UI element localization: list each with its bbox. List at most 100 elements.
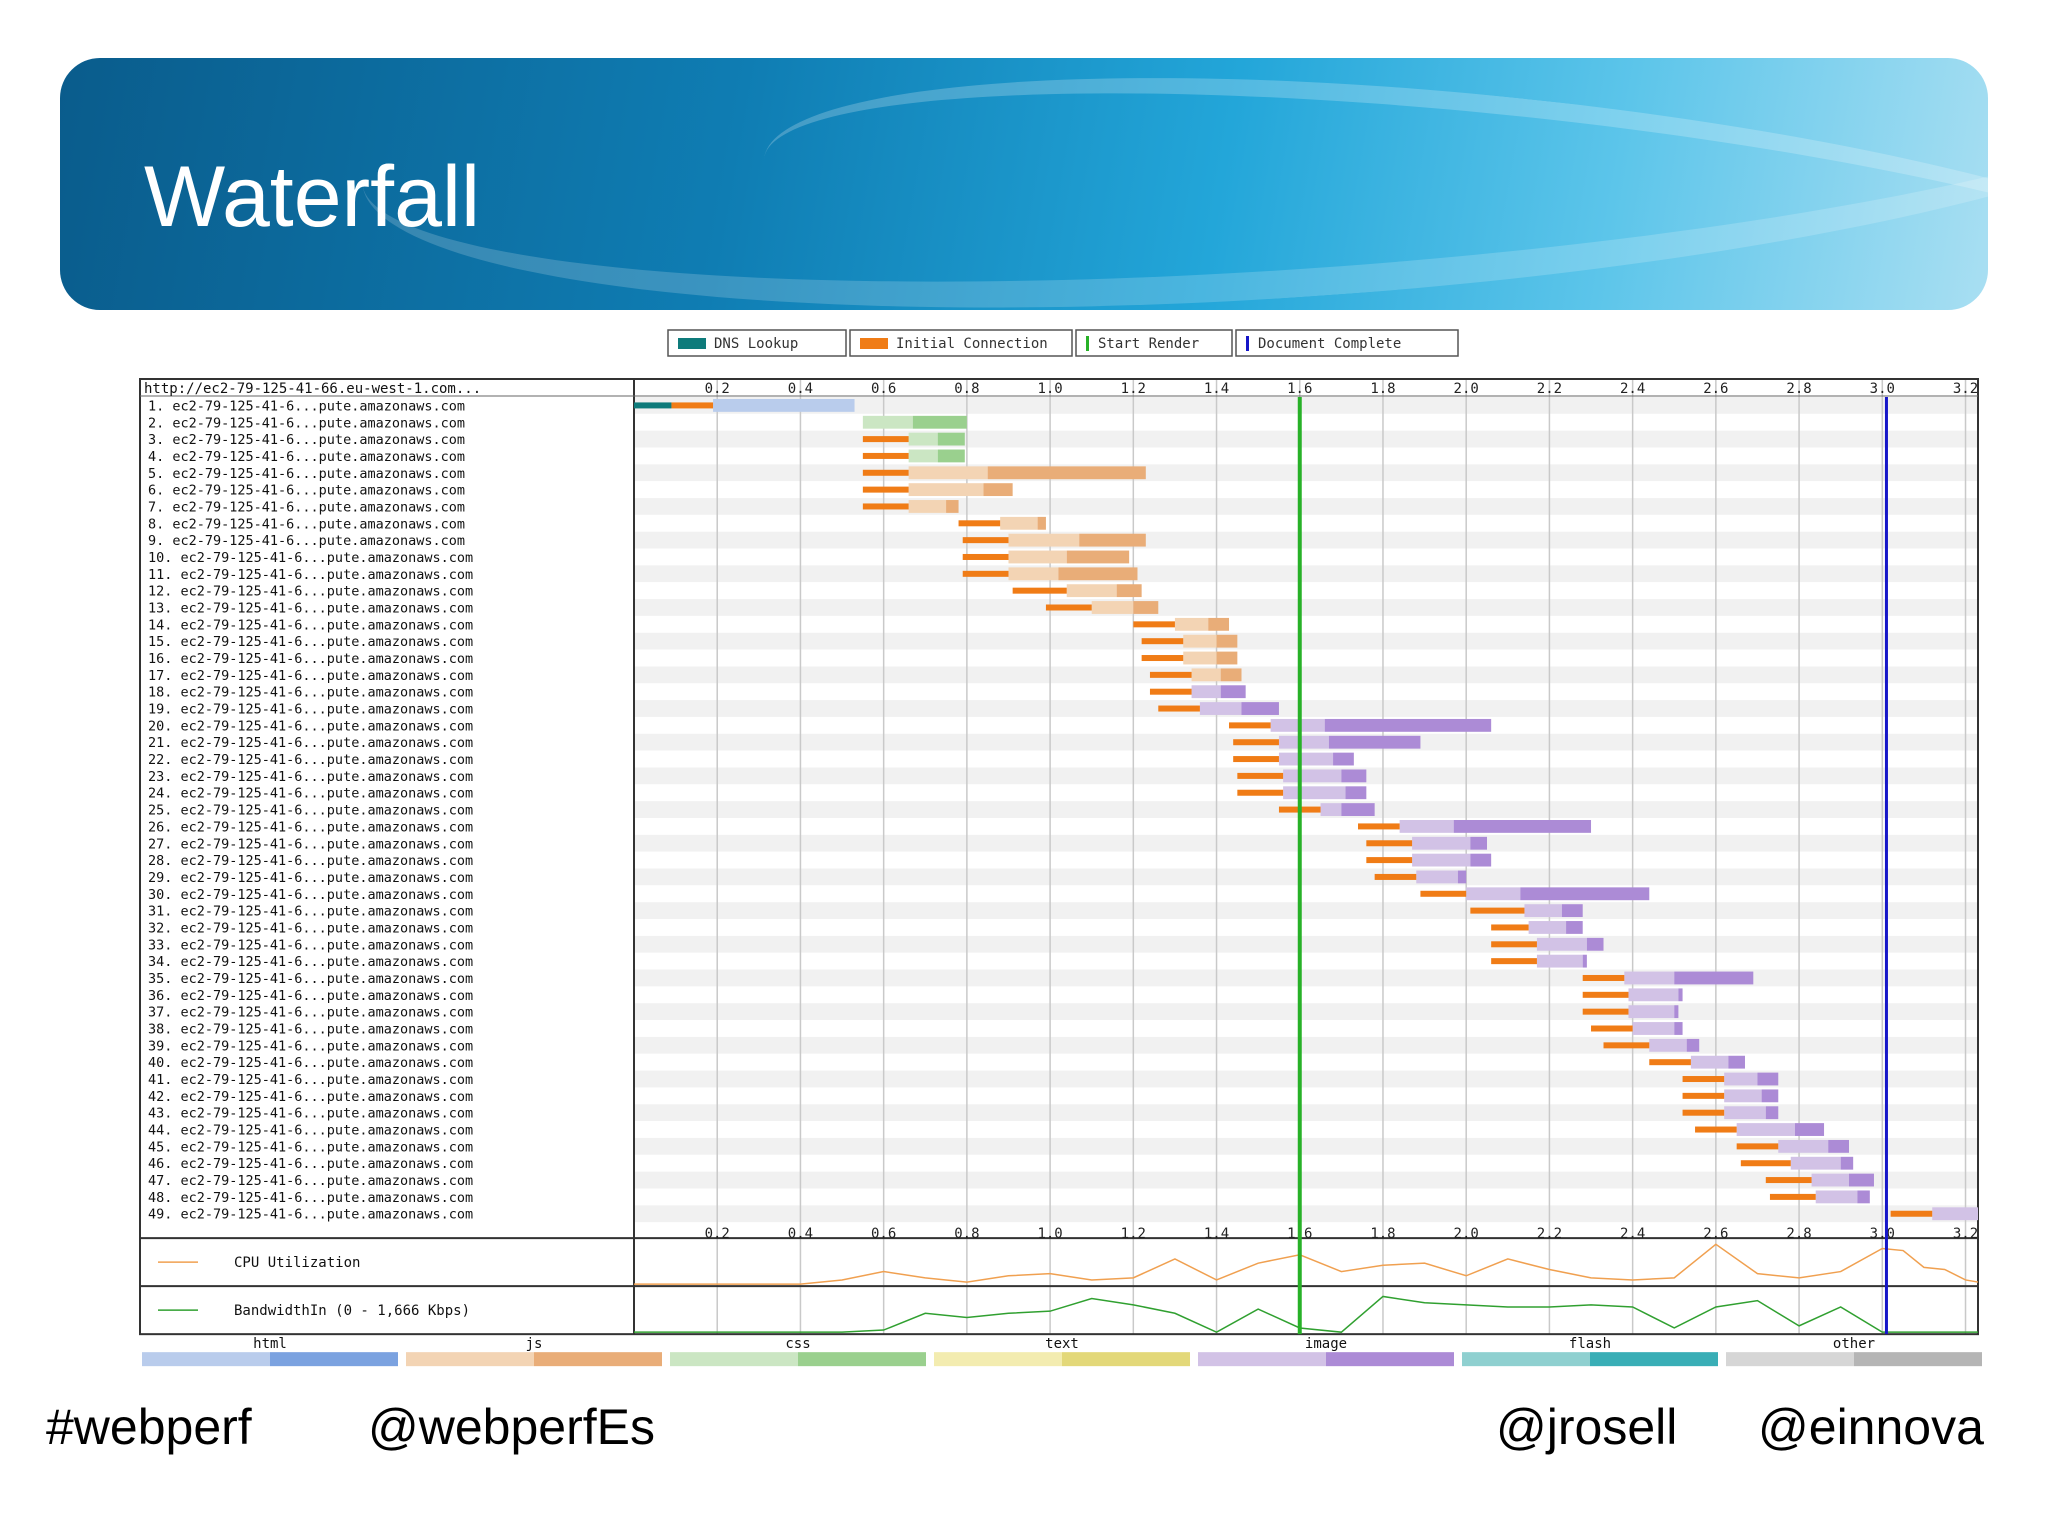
download-bar [1037,516,1046,530]
download-bar [1341,769,1367,783]
request-label: 10. ec2-79-125-41-6...pute.amazonaws.com [148,550,473,566]
footer-handle-einnova: @einnova [1758,1399,1984,1455]
download-bar [1757,1072,1779,1086]
request-label: 42. ec2-79-125-41-6...pute.amazonaws.com [148,1089,473,1105]
x-tick-label-top: 1.6 [1287,381,1312,397]
connect-bar [962,553,1009,560]
download-bar [912,415,967,429]
request-label: 41. ec2-79-125-41-6...pute.amazonaws.com [148,1072,473,1088]
x-tick-label-top: 3.2 [1953,381,1978,397]
download-bar [1453,820,1592,833]
row-background [634,548,1978,566]
request-label: 6. ec2-79-125-41-6...pute.amazonaws.com [148,483,465,499]
connect-bar [862,469,909,476]
ttfb-bar [1632,1022,1675,1035]
content-type-swatch-light [1198,1352,1326,1367]
content-type-swatch-dark [1854,1352,1982,1367]
ttfb-bar [1811,1173,1850,1187]
row-background [634,615,1978,633]
connect-bar [1366,840,1413,847]
x-tick-label-top: 0.4 [788,381,813,397]
ttfb-bar [908,483,984,497]
ttfb-bar [1466,887,1521,901]
download-bar [1216,651,1238,665]
legend-swatch [1086,336,1089,351]
page-url-header: http://ec2-79-125-41-66.eu-west-1.com... [144,381,481,397]
ttfb-bar [1199,702,1242,715]
row-background [634,464,1978,482]
ttfb-bar [1091,601,1134,614]
x-tick-label-top: 0.2 [705,381,730,397]
request-label: 11. ec2-79-125-41-6...pute.amazonaws.com [148,567,473,583]
download-bar [1828,1139,1850,1153]
connect-bar [1740,1160,1791,1167]
ttfb-bar [1815,1190,1858,1204]
legend-label: DNS Lookup [714,336,798,352]
ttfb-bar [908,449,938,463]
request-label: 37. ec2-79-125-41-6...pute.amazonaws.com [148,1005,473,1021]
download-bar [1133,601,1159,614]
request-label: 33. ec2-79-125-41-6...pute.amazonaws.com [148,937,473,953]
connect-bar [1141,655,1184,662]
download-bar [1216,634,1238,648]
legend-item-box [1235,329,1459,357]
bandwidth-line [634,1295,1978,1333]
connect-bar [1682,1076,1725,1083]
content-type-swatch-light [1462,1352,1590,1367]
download-bar [937,432,965,446]
connect-bar [1582,991,1629,998]
download-bar [1566,921,1583,934]
download-bar [987,466,1146,480]
connect-bar [671,402,714,409]
x-tick-label-top: 0.6 [871,381,896,397]
download-bar [1333,752,1354,766]
ttfb-bar [1270,718,1325,732]
x-tick-label-top: 3.0 [1870,381,1895,397]
x-tick-label-bottom: 2.0 [1454,1226,1479,1242]
content-type-label: flash [1569,1336,1611,1352]
row-background [634,413,1978,431]
connect-bar [1149,688,1192,695]
connect-bar [1765,1177,1812,1184]
download-bar [1840,1156,1854,1170]
connect-bar [1695,1126,1737,1133]
connect-bar [1233,756,1279,763]
connect-bar [1682,1109,1725,1116]
x-tick-label-top: 2.0 [1454,381,1479,397]
ttfb-bar [1778,1139,1829,1153]
connect-bar [1358,823,1400,830]
cpu-line [634,1243,1979,1285]
row-background [634,1104,1978,1122]
content-type-label: css [785,1336,810,1352]
row-background [634,565,1978,583]
request-label: 4. ec2-79-125-41-6...pute.amazonaws.com [148,449,465,465]
download-bar [1208,617,1230,631]
ttfb-bar [908,432,938,446]
x-tick-label-bottom: 2.8 [1786,1226,1811,1242]
connect-bar [962,537,1009,544]
request-label: 43. ec2-79-125-41-6...pute.amazonaws.com [148,1106,473,1122]
connect-bar [1012,587,1067,594]
request-label: 13. ec2-79-125-41-6...pute.amazonaws.com [148,601,473,617]
request-label: 30. ec2-79-125-41-6...pute.amazonaws.com [148,887,473,903]
download-bar [1241,702,1279,715]
row-background [634,969,1978,987]
title-banner: Waterfall [60,58,1988,310]
content-type-swatch-light [934,1352,1062,1367]
x-tick-label-top: 2.8 [1786,381,1811,397]
content-type-label: text [1045,1336,1079,1352]
download-bar [937,449,965,463]
row-background [634,986,1978,1004]
connect-bar [1158,705,1200,712]
download-bar [1849,1173,1874,1187]
request-label: 46. ec2-79-125-41-6...pute.amazonaws.com [148,1156,473,1172]
ttfb-bar [1191,668,1221,682]
request-label: 28. ec2-79-125-41-6...pute.amazonaws.com [148,853,473,869]
connect-bar [1491,924,1529,931]
request-label: 44. ec2-79-125-41-6...pute.amazonaws.com [148,1123,473,1139]
ttfb-bar [1066,584,1117,598]
ttfb-bar [1524,904,1562,918]
connect-bar [1470,907,1525,914]
connect-bar [1769,1193,1816,1200]
content-type-swatch-light [142,1352,270,1367]
